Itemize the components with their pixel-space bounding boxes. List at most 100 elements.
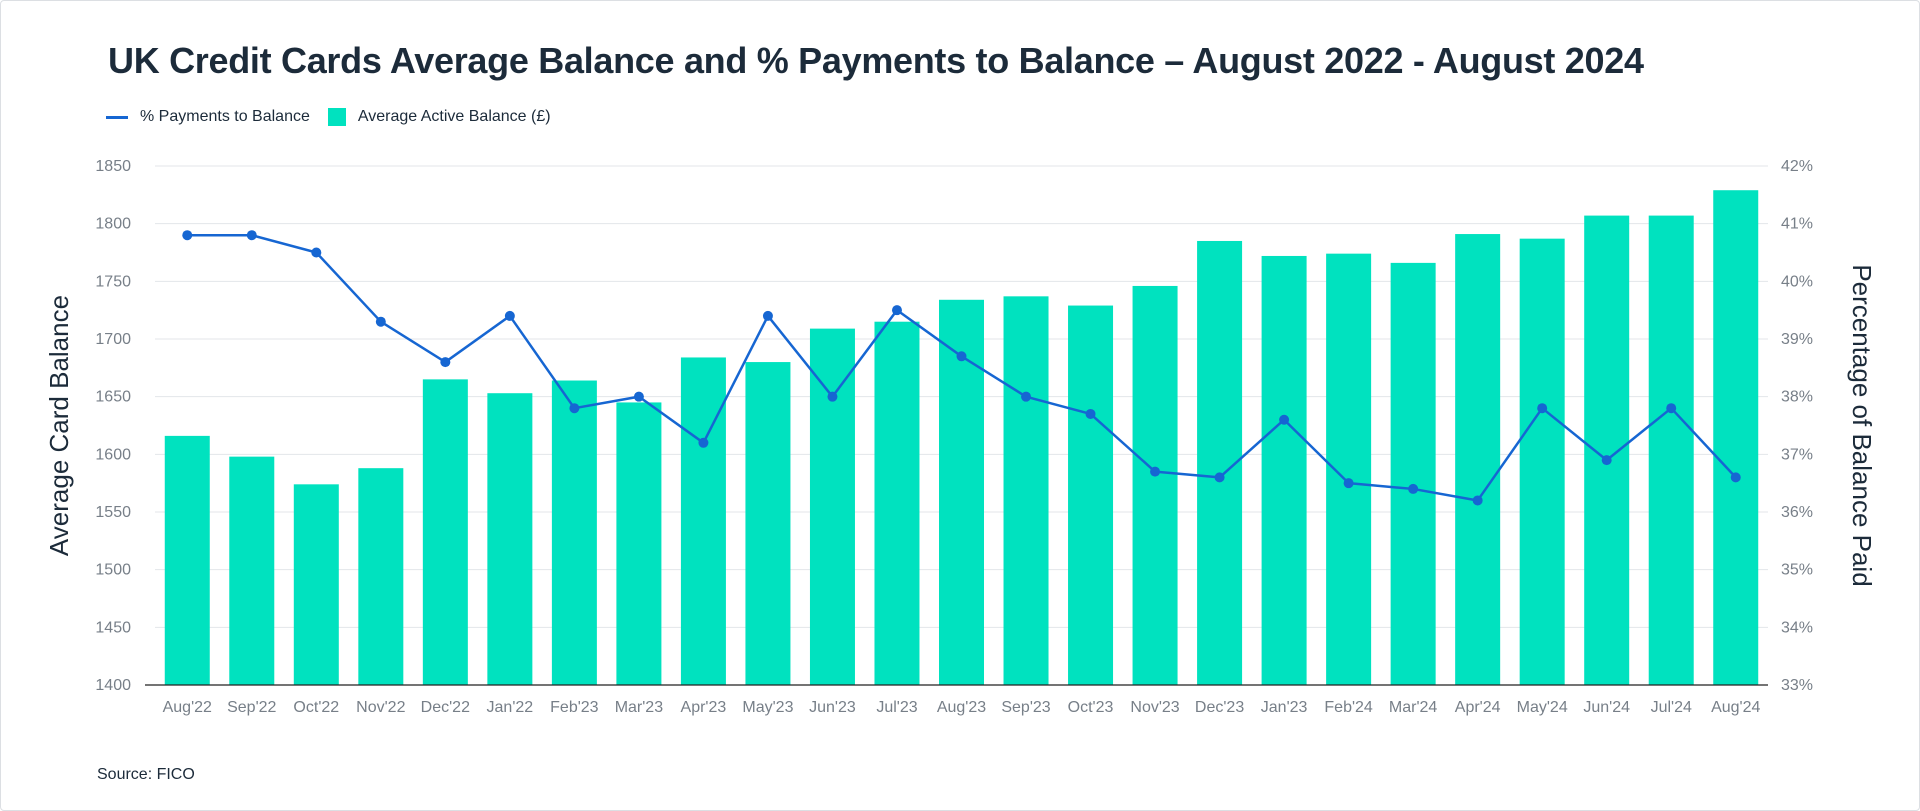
line-point (1214, 472, 1225, 483)
line-point (1537, 403, 1548, 414)
bar (1068, 305, 1114, 685)
bar (1648, 215, 1694, 686)
y-tick-label: 1650 (95, 389, 131, 406)
y-tick-label: 1550 (95, 504, 131, 521)
x-tick-label: Jan'23 (1261, 699, 1308, 716)
line-point (762, 310, 773, 321)
line-point (569, 403, 580, 414)
y2-tick-label: 34% (1781, 619, 1813, 636)
x-tick-label: Aug'24 (1711, 699, 1760, 716)
x-tick-label: Oct'22 (293, 699, 339, 716)
bar (487, 393, 533, 685)
y2-tick-label: 39% (1781, 331, 1813, 348)
line-point (504, 310, 515, 321)
x-tick-label: Jul'24 (1651, 699, 1692, 716)
x-tick-label: Dec'22 (421, 699, 470, 716)
line-point (246, 230, 257, 241)
line-point (1408, 483, 1419, 494)
source-note: Source: FICO (97, 766, 195, 783)
x-tick-label: Jan'22 (487, 699, 534, 716)
y-tick-label: 1800 (95, 216, 131, 233)
bar (1003, 296, 1049, 685)
line-point (1472, 495, 1483, 506)
bar (616, 402, 662, 685)
x-tick-label: Dec'23 (1195, 699, 1244, 716)
line-point (1730, 472, 1741, 483)
y2-tick-label: 36% (1781, 504, 1813, 521)
x-tick-label: Aug'23 (937, 699, 986, 716)
line-point (633, 391, 644, 402)
x-tick-label: Aug'22 (163, 699, 212, 716)
line-point (1021, 391, 1032, 402)
bar (1390, 262, 1436, 685)
bar (939, 299, 984, 685)
line-point (1085, 408, 1096, 419)
x-tick-label: Apr'23 (681, 699, 727, 716)
bar (164, 435, 210, 685)
y2-tick-label: 33% (1781, 677, 1813, 694)
line-point (891, 305, 902, 316)
x-tick-label: Nov'22 (356, 699, 405, 716)
legend-bar-swatch (327, 108, 346, 126)
x-tick-label: Feb'24 (1324, 699, 1373, 716)
line-point (1601, 455, 1612, 466)
legend-label-payments: % Payments to Balance (140, 108, 310, 125)
x-tick-label: May'24 (1517, 699, 1568, 716)
line-point (440, 357, 451, 368)
line-point (1279, 414, 1290, 425)
y2-tick-label: 40% (1781, 273, 1813, 290)
y2-tick-label: 37% (1781, 446, 1813, 463)
legend-item-balance: Average Active Balance (£) (327, 108, 551, 126)
bar (1713, 190, 1759, 685)
x-tick-label: Sep'22 (227, 699, 276, 716)
y-tick-label: 1450 (95, 619, 131, 636)
y2-tick-label: 42% (1781, 158, 1813, 175)
bar (1584, 215, 1630, 686)
bar (1261, 255, 1307, 685)
x-tick-label: Jun'24 (1583, 699, 1630, 716)
x-tick-label: Oct'23 (1068, 699, 1114, 716)
x-tick-label: May'23 (742, 699, 793, 716)
line-point (956, 351, 967, 362)
line-point (375, 316, 386, 327)
x-tick-label: Mar'24 (1389, 699, 1438, 716)
bar (874, 321, 920, 685)
y2-axis-title: Percentage of Balance Paid (1847, 264, 1877, 586)
chart-title: UK Credit Cards Average Balance and % Pa… (108, 40, 1644, 81)
y-axis-title: Average Card Balance (44, 295, 74, 556)
legend-item-payments: % Payments to Balance (106, 108, 310, 126)
bar (809, 328, 855, 685)
x-tick-label: Mar'23 (615, 699, 664, 716)
line-point (1666, 403, 1677, 414)
x-tick-label: Feb'23 (550, 699, 599, 716)
x-tick-label: Jul'23 (876, 699, 917, 716)
bar (422, 379, 468, 685)
bar (551, 380, 597, 685)
line-point (1150, 466, 1161, 477)
x-tick-label: Sep'23 (1001, 699, 1050, 716)
x-tick-label: Apr'24 (1455, 699, 1501, 716)
bar (745, 362, 791, 685)
line-point (1343, 478, 1354, 489)
bar (1519, 238, 1565, 685)
bar (680, 357, 726, 685)
y-tick-label: 1400 (95, 677, 131, 694)
bar (358, 468, 404, 685)
x-tick-label: Jun'23 (809, 699, 856, 716)
bar (1132, 285, 1178, 685)
bar (293, 484, 339, 685)
y2-tick-label: 41% (1781, 216, 1813, 233)
bar (1455, 234, 1501, 685)
y2-tick-label: 38% (1781, 389, 1813, 406)
legend-label-balance: Average Active Balance (£) (357, 108, 551, 125)
y-tick-label: 1750 (95, 273, 131, 290)
line-point (311, 247, 322, 258)
y-tick-label: 1600 (95, 446, 131, 463)
x-tick-label: Nov'23 (1130, 699, 1179, 716)
bar (229, 456, 275, 685)
line-point (698, 437, 709, 448)
y2-tick-label: 35% (1781, 562, 1813, 579)
chart-legend: % Payments to Balance Average Active Bal… (106, 108, 551, 126)
y-tick-label: 1850 (95, 158, 131, 175)
